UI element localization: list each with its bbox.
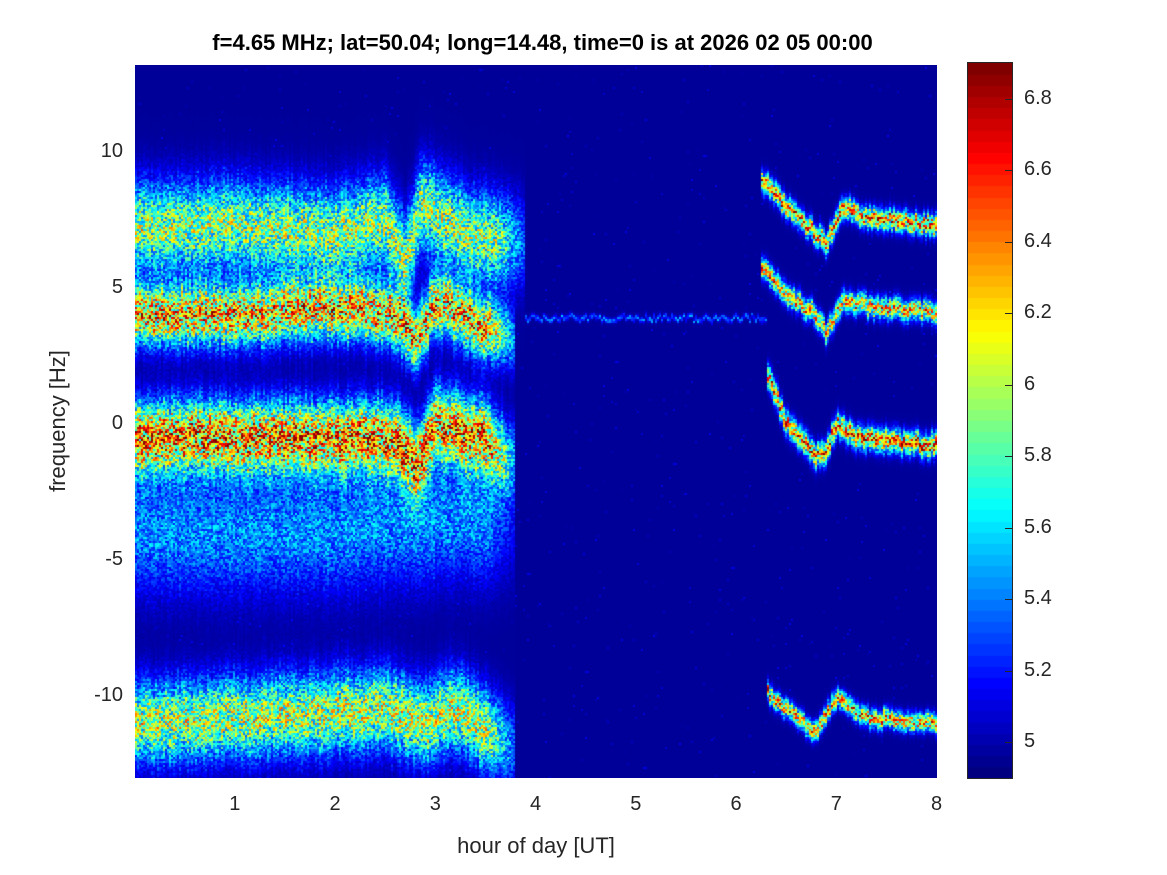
colorbar-tick-label: 5.2 <box>1024 658 1052 681</box>
colorbar-tick-label: 5.4 <box>1024 587 1052 610</box>
colorbar-tick-mark <box>1005 742 1012 744</box>
x-tick-label: 1 <box>229 793 241 815</box>
x-tick-label: 3 <box>429 793 441 815</box>
colorbar-tick-label: 5 <box>1024 730 1036 753</box>
y-tick-label: 0 <box>111 412 123 435</box>
colorbar-tick-mark <box>1005 313 1012 315</box>
colorbar-tick-label: 6.2 <box>1024 301 1052 324</box>
colorbar-tick-label: 6 <box>1024 372 1036 395</box>
colorbar-tick-label: 5.6 <box>1024 515 1052 538</box>
colorbar-tick-label: 6.4 <box>1024 229 1052 252</box>
plot-area <box>135 65 937 778</box>
colorbar-tick-label: 6.6 <box>1024 158 1052 181</box>
colorbar-tick-mark <box>1005 599 1012 601</box>
colorbar-tick-label: 5.8 <box>1024 444 1052 467</box>
x-axis-label: hour of day [UT] <box>457 833 615 858</box>
colorbar-gradient <box>968 63 1012 778</box>
y-tick-label: 5 <box>111 276 123 299</box>
colorbar-tick-mark <box>1005 98 1012 100</box>
x-tick-label: 7 <box>830 793 842 815</box>
colorbar-tick-mark <box>1005 170 1012 172</box>
colorbar-tick-mark <box>1005 456 1012 458</box>
y-axis-label: frequency [Hz] <box>45 350 70 492</box>
colorbar-tick-mark <box>1005 241 1012 243</box>
spectrogram-heatmap <box>135 65 937 778</box>
colorbar-tick-mark <box>1005 527 1012 529</box>
x-tick-label: 6 <box>730 793 742 815</box>
x-tick-label: 4 <box>530 793 542 815</box>
y-tick-label: -5 <box>105 548 123 571</box>
colorbar-tick-label: 6.8 <box>1024 86 1052 109</box>
y-tick-label: 10 <box>100 140 123 163</box>
x-tick-label: 2 <box>329 793 341 815</box>
x-tick-label: 5 <box>630 793 642 815</box>
colorbar <box>967 62 1013 779</box>
colorbar-tick-mark <box>1005 384 1012 386</box>
y-tick-label: -10 <box>94 684 123 707</box>
colorbar-tick-mark <box>1005 670 1012 672</box>
x-tick-label: 8 <box>931 793 943 815</box>
chart-title: f=4.65 MHz; lat=50.04; long=14.48, time=… <box>212 30 873 55</box>
